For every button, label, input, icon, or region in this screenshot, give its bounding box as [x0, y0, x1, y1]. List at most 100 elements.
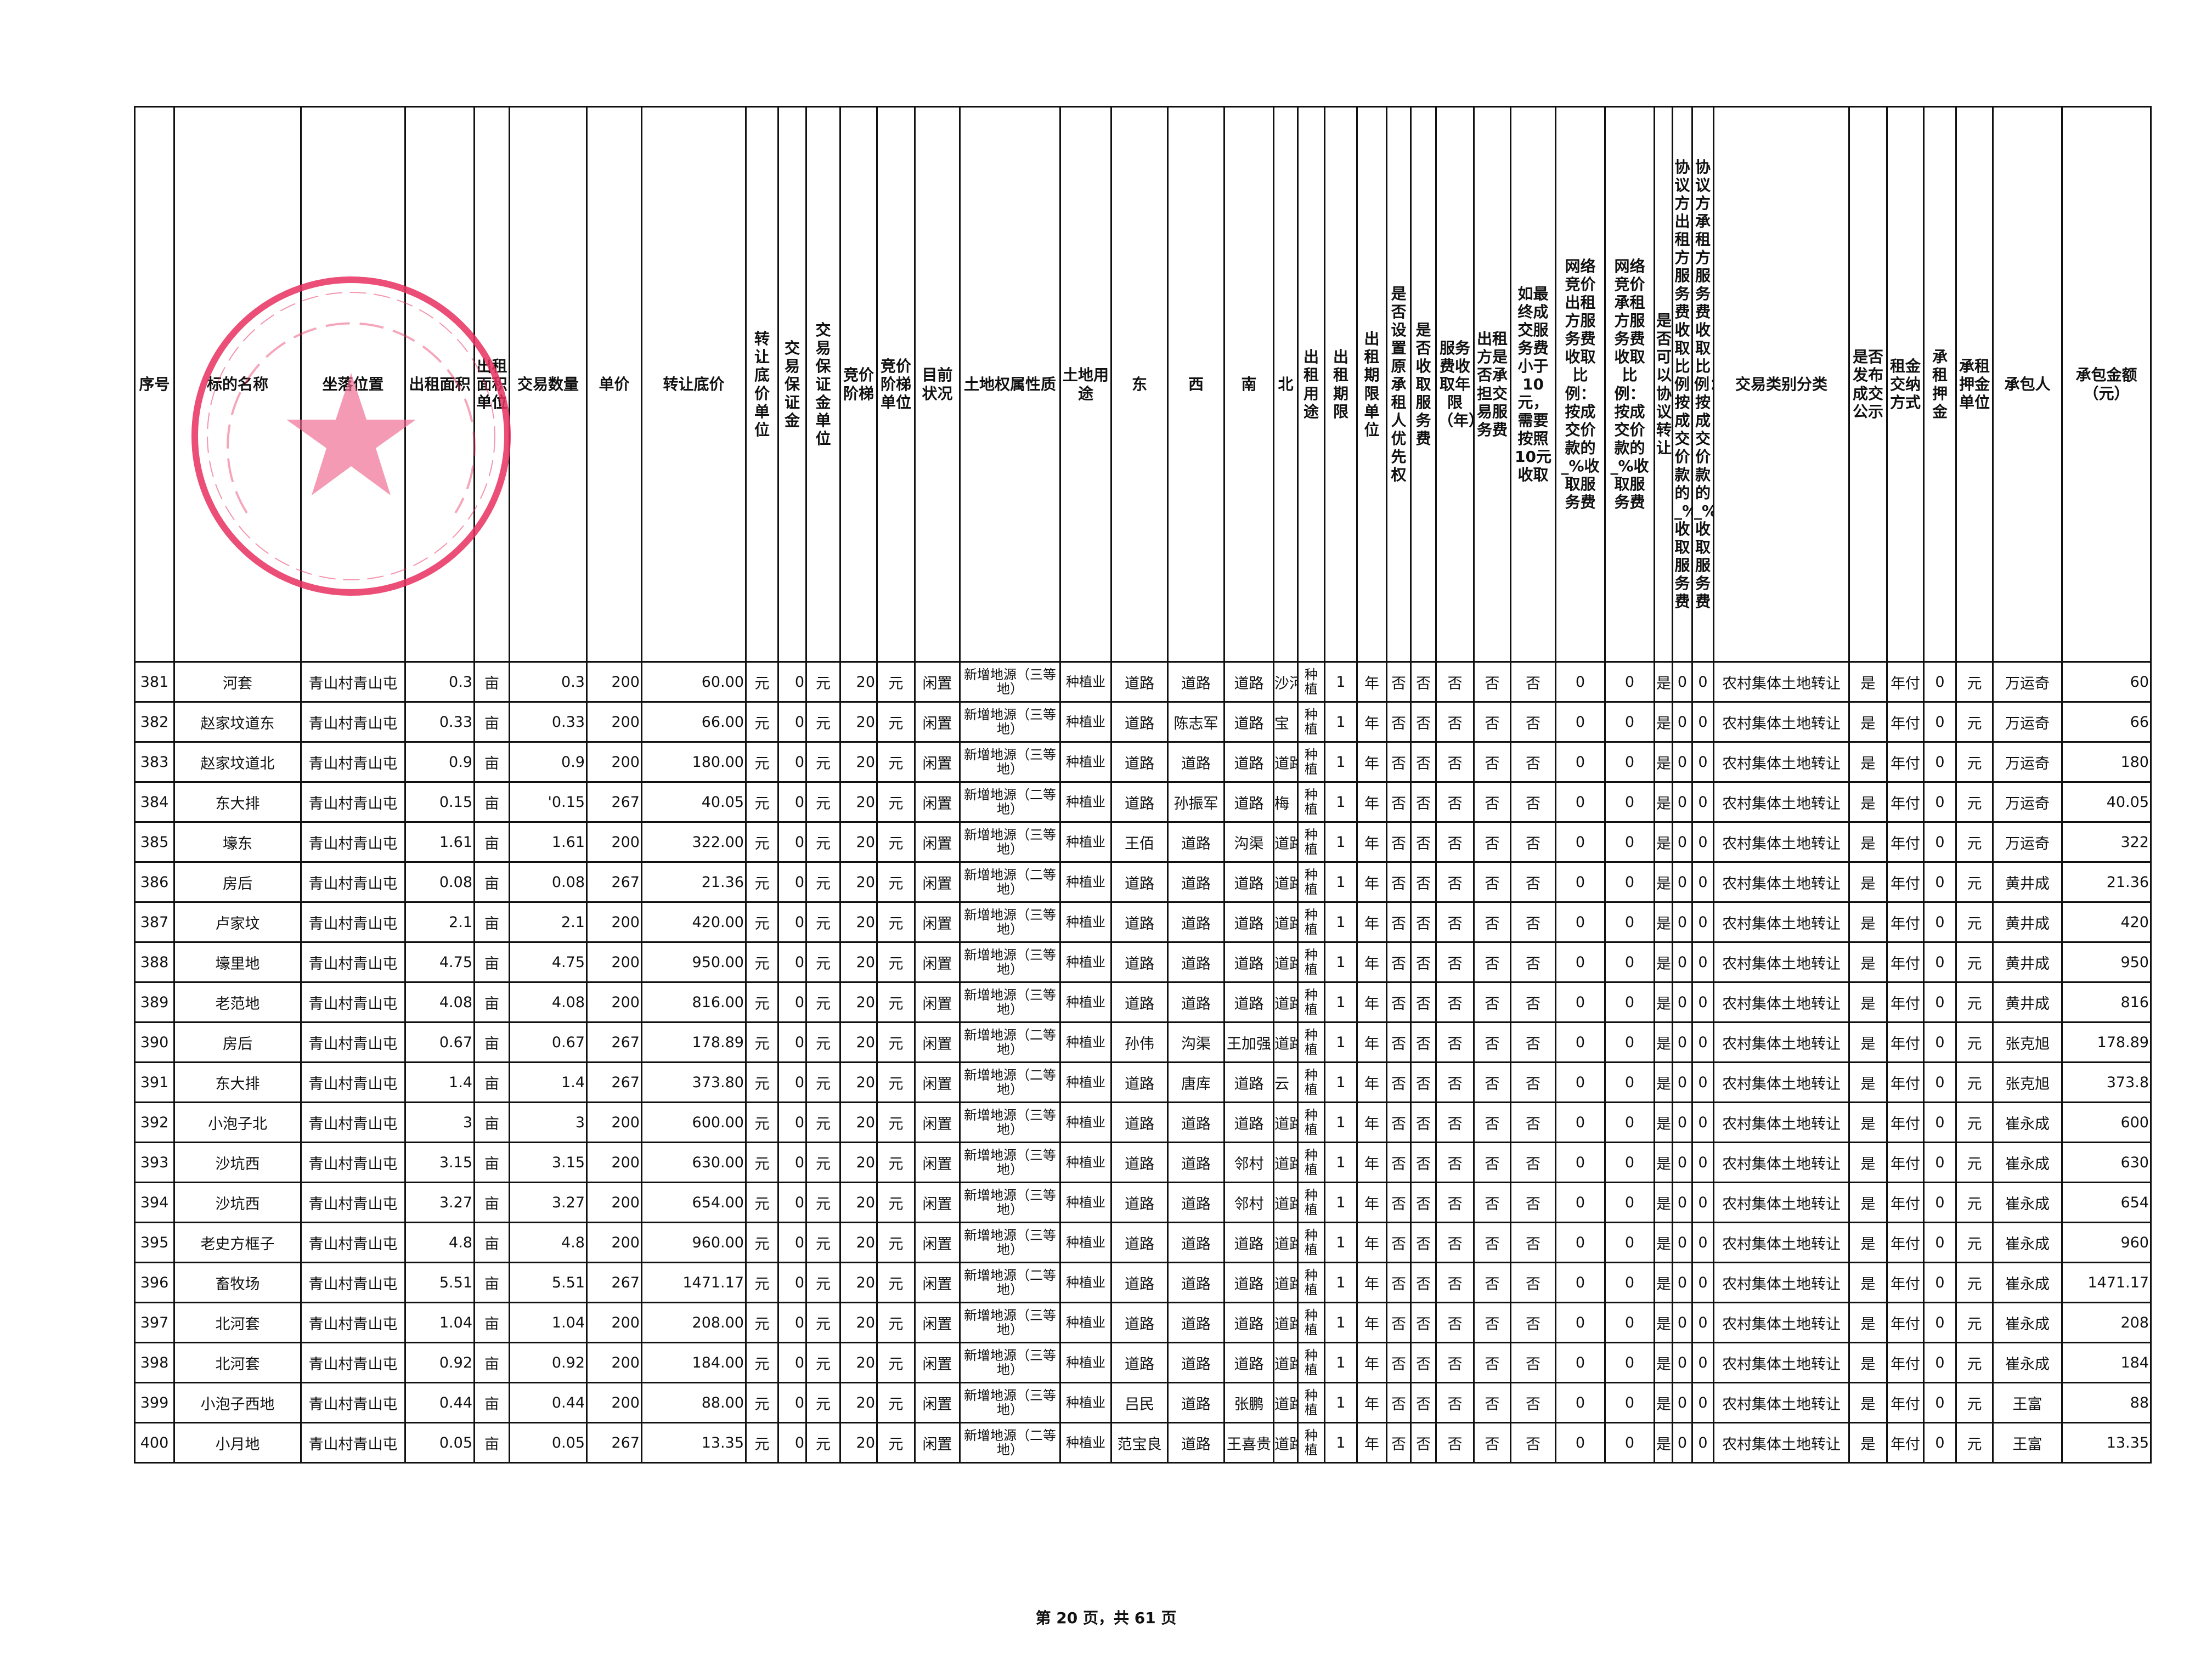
- table-cell: 388: [134, 941, 175, 983]
- table-cell: 元: [876, 1382, 916, 1423]
- table-cell: 否: [1473, 981, 1511, 1023]
- table-cell: 0: [1923, 1262, 1957, 1303]
- table-cell: 道路: [1273, 901, 1299, 943]
- table-cell: 否: [1510, 1021, 1556, 1063]
- table-cell: 0: [1672, 901, 1693, 943]
- table-cell: 闲置: [914, 741, 961, 783]
- table-cell: 184: [2061, 1342, 2152, 1383]
- table-cell: 178.89: [2061, 1021, 2152, 1063]
- table-cell: 20: [839, 981, 878, 1023]
- table-cell: 亩: [473, 981, 510, 1023]
- table-cell: 200: [586, 1302, 642, 1343]
- table-cell: 种植: [1297, 1182, 1325, 1223]
- table-cell: 闲置: [914, 1182, 961, 1223]
- table-row: 392 小泡子北 青山村青山屯 3 亩 3 200 600.00 元 0 元 20 元闲置 新增地源（三等…: [134, 1101, 2152, 1143]
- column-header: 南: [1223, 106, 1274, 663]
- table-cell: 0: [777, 1302, 807, 1343]
- table-cell: 青山村青山屯: [300, 1262, 406, 1303]
- table-cell: 青山村青山屯: [300, 661, 406, 703]
- table-cell: 1.61: [404, 821, 475, 863]
- table-cell: 387: [134, 901, 175, 943]
- table-cell: 河套: [173, 661, 302, 703]
- table-cell: 崔永成: [1992, 1182, 2063, 1223]
- table-cell: 否: [1410, 1061, 1437, 1103]
- table-cell: 0: [1672, 821, 1693, 863]
- table-cell: 崔永成: [1992, 1101, 2063, 1143]
- table-cell: 青山村青山屯: [300, 1422, 406, 1464]
- table-cell: 0.67: [404, 1021, 475, 1063]
- table-cell: 元: [745, 861, 779, 903]
- table-cell: 1: [1324, 981, 1358, 1023]
- table-cell: 960: [2061, 1222, 2152, 1263]
- table-cell: 4.8: [404, 1222, 475, 1263]
- table-cell: 0: [777, 701, 807, 743]
- table-cell: 是: [1848, 1302, 1888, 1343]
- column-header: 是否发布成交公示: [1848, 106, 1888, 663]
- table-cell: 否: [1510, 1222, 1556, 1263]
- table-cell: 0: [1691, 1101, 1714, 1143]
- table-cell: 农村集体土地转让: [1713, 661, 1850, 703]
- table-cell: 闲置: [914, 1422, 961, 1464]
- table-cell: 否: [1386, 1101, 1412, 1143]
- table-cell: 0: [1691, 661, 1714, 703]
- table-cell: 年: [1356, 981, 1387, 1023]
- table-cell: 否: [1473, 701, 1511, 743]
- table-cell: 1: [1324, 1342, 1358, 1383]
- table-cell: 年付: [1886, 1382, 1925, 1423]
- table-cell: 0.33: [509, 701, 588, 743]
- table-cell: 0: [777, 1422, 807, 1464]
- table-cell: 元: [876, 1342, 916, 1383]
- table-cell: 梅: [1273, 781, 1299, 823]
- table-cell: 是: [1654, 1422, 1673, 1464]
- table-cell: 否: [1510, 661, 1556, 703]
- table-cell: 道路: [1110, 1142, 1169, 1183]
- table-cell: 元: [745, 781, 779, 823]
- table-cell: 20: [839, 861, 878, 903]
- table-cell: 否: [1510, 781, 1556, 823]
- table-cell: 新增地源（三等地）: [959, 1342, 1061, 1383]
- table-cell: 青山村青山屯: [300, 1342, 406, 1383]
- table-cell: 0: [777, 661, 807, 703]
- table-row: 394 沙坑西 青山村青山屯 3.27 亩 3.27 200 654.00 元 0 元 20 元闲置 新增…: [134, 1182, 2152, 1223]
- table-cell: 13.35: [641, 1422, 747, 1464]
- table-cell: 孙振军: [1167, 781, 1225, 823]
- column-header: 东: [1110, 106, 1169, 663]
- table-cell: 1: [1324, 1182, 1358, 1223]
- table-cell: 0: [1923, 981, 1957, 1023]
- table-cell: 年: [1356, 701, 1387, 743]
- table-cell: 赵家坟道东: [173, 701, 302, 743]
- table-cell: 道路: [1110, 701, 1169, 743]
- table-cell: 267: [586, 1422, 642, 1464]
- table-cell: 王喜贵: [1223, 1422, 1274, 1464]
- table-cell: 0: [1691, 1142, 1714, 1183]
- table-cell: 0: [1672, 701, 1693, 743]
- table-cell: 农村集体土地转让: [1713, 861, 1850, 903]
- table-cell: 元: [805, 781, 841, 823]
- table-cell: 沙坑西: [173, 1142, 302, 1183]
- table-cell: 1.61: [509, 821, 588, 863]
- table-cell: 否: [1435, 1101, 1475, 1143]
- table-cell: 元: [876, 821, 916, 863]
- table-cell: 否: [1510, 901, 1556, 943]
- table-cell: 否: [1410, 1302, 1437, 1343]
- table-cell: 亩: [473, 1342, 510, 1383]
- table-cell: 267: [586, 1061, 642, 1103]
- table-row: 387 卢家坟 青山村青山屯 2.1 亩 2.1 200 420.00 元 0 元 20 元闲置 新增地源…: [134, 901, 2152, 943]
- table-cell: 年付: [1886, 1262, 1925, 1303]
- table-cell: 元: [745, 661, 779, 703]
- table-cell: 否: [1410, 1021, 1437, 1063]
- table-cell: 0: [1672, 741, 1693, 783]
- table-cell: 384: [134, 781, 175, 823]
- table-cell: 道路: [1223, 1101, 1274, 1143]
- table-cell: 元: [1955, 1382, 1994, 1423]
- table-cell: 种植: [1297, 1342, 1325, 1383]
- table-cell: 600.00: [641, 1101, 747, 1143]
- table-cell: 0: [1672, 1142, 1693, 1183]
- table-cell: 道路: [1273, 741, 1299, 783]
- table-cell: 元: [1955, 941, 1994, 983]
- table-cell: 元: [1955, 901, 1994, 943]
- table-cell: 20: [839, 1422, 878, 1464]
- table-cell: 年: [1356, 1342, 1387, 1383]
- table-cell: 0: [1604, 821, 1655, 863]
- table-cell: 亩: [473, 701, 510, 743]
